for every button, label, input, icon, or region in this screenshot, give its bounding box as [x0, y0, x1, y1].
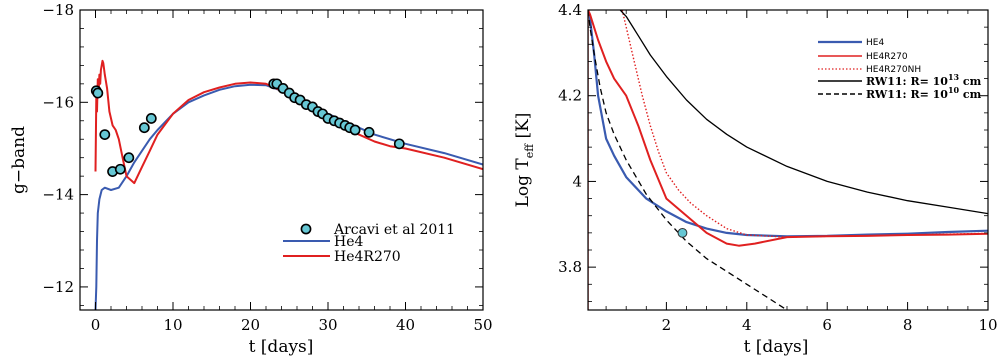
right-series-group: [588, 10, 988, 310]
left-data-point: [393, 138, 405, 150]
left-x-axis-label: t [days]: [249, 337, 314, 357]
left-x-tick-label: 30: [318, 316, 337, 334]
right-line-he4r270: [588, 10, 988, 247]
left-x-tick-label: 50: [473, 316, 492, 334]
right-line-he4r270nh: [621, 10, 988, 238]
left-data-point: [349, 124, 361, 136]
right-y-label-main: Log T: [513, 158, 533, 208]
right-y-tick-label: 4: [572, 172, 582, 190]
legend-text-unit: cm: [959, 88, 982, 101]
right-legend-label-3: HE4R270NH: [866, 65, 921, 75]
right-line-rw11-r-10-10-cm: [588, 10, 788, 310]
legend-text-main: RW11: R= 10: [866, 88, 948, 101]
legend-text-exponent: 13: [948, 72, 960, 82]
right-x-tick-label: 6: [822, 316, 832, 334]
right-y-axis-label: Log Teff [K]: [513, 113, 536, 208]
left-legend-label-he4r270: He4R270: [334, 249, 401, 265]
right-legend-label-2: HE4R270: [866, 52, 908, 62]
left-axis-ticks: 0 10 20 30 40 50 −12 −14 −16 −18: [42, 1, 492, 334]
left-legend-label-he4: He4: [334, 234, 363, 250]
right-plot-frame: [587, 9, 989, 311]
right-legend-label-5: RW11: R= 1010 cm: [866, 85, 982, 101]
left-plot-frame: [79, 9, 484, 311]
left-x-tick-label: 10: [163, 316, 182, 334]
right-legend-label-1: HE4: [866, 38, 884, 48]
right-line-he4: [588, 10, 988, 238]
right-y-label-unit: [K]: [513, 113, 533, 139]
right-x-tick-label: 10: [978, 316, 997, 334]
legend-text-exponent: 10: [948, 85, 960, 95]
left-data-point: [145, 113, 157, 124]
left-x-tick-label: 0: [91, 316, 101, 334]
left-data-point: [114, 163, 126, 175]
right-y-label-subscript: eff: [523, 143, 536, 159]
left-data-point: [99, 129, 111, 141]
legend-text-unit: cm: [959, 75, 982, 88]
left-series-group: [90, 59, 483, 310]
right-y-tick-label: 4.2: [558, 87, 582, 105]
left-x-tick-label: 20: [241, 316, 260, 334]
right-line-rw11-r-10-13-cm: [619, 10, 988, 215]
right-y-tick-label: 4.4: [558, 1, 582, 19]
right-axis-ticks: 2 4 6 8 10 3.8 4 4.2 4.4: [558, 1, 997, 334]
left-data-point: [138, 122, 150, 134]
left-data-point: [123, 152, 135, 164]
left-y-axis-label: g−band: [9, 126, 29, 194]
right-x-tick-label: 4: [742, 316, 752, 334]
left-legend-label-observed: Arcavi et al 2011: [333, 222, 455, 238]
left-y-tick-label: −16: [42, 93, 74, 111]
right-chart-panel: 2 4 6 8 10 3.8 4 4.2 4.4 t [days] Log Teff [K] H…: [513, 1, 998, 357]
right-x-tick-label: 2: [662, 316, 672, 334]
left-y-tick-label: −18: [42, 1, 74, 19]
left-y-tick-label: −12: [42, 278, 74, 296]
right-data-point: [677, 227, 688, 238]
right-x-tick-label: 8: [903, 316, 913, 334]
left-legend-marker-observed: [300, 223, 312, 235]
left-chart-panel: 0 10 20 30 40 50−12−14−16−18 t [days] g−band …: [9, 1, 493, 357]
right-legend-label-4: RW11: R= 1013 cm: [866, 72, 982, 88]
legend-text-main: RW11: R= 10: [866, 75, 948, 88]
right-y-tick-label: 3.8: [558, 258, 582, 276]
left-x-tick-label: 40: [396, 316, 415, 334]
left-y-tick-label: −14: [42, 186, 74, 204]
left-data-point: [92, 87, 104, 99]
left-data-point: [363, 126, 375, 138]
right-x-axis-label: t [days]: [744, 337, 809, 357]
